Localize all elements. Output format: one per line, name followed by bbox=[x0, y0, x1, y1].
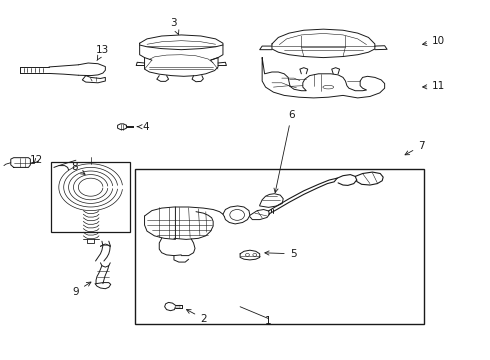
Text: 1: 1 bbox=[265, 316, 272, 326]
Text: 6: 6 bbox=[274, 110, 295, 193]
Text: 7: 7 bbox=[405, 141, 425, 155]
Text: 8: 8 bbox=[71, 162, 85, 174]
Text: 4: 4 bbox=[137, 122, 149, 132]
Text: 13: 13 bbox=[96, 45, 110, 60]
Text: 11: 11 bbox=[423, 81, 445, 91]
Text: 5: 5 bbox=[265, 249, 296, 259]
Bar bbox=[51, 162, 130, 232]
Bar bbox=[135, 169, 424, 324]
Text: 10: 10 bbox=[422, 36, 445, 46]
Text: 3: 3 bbox=[171, 18, 179, 35]
Text: 12: 12 bbox=[30, 155, 44, 165]
Text: 2: 2 bbox=[187, 310, 207, 324]
Text: 9: 9 bbox=[73, 282, 91, 297]
